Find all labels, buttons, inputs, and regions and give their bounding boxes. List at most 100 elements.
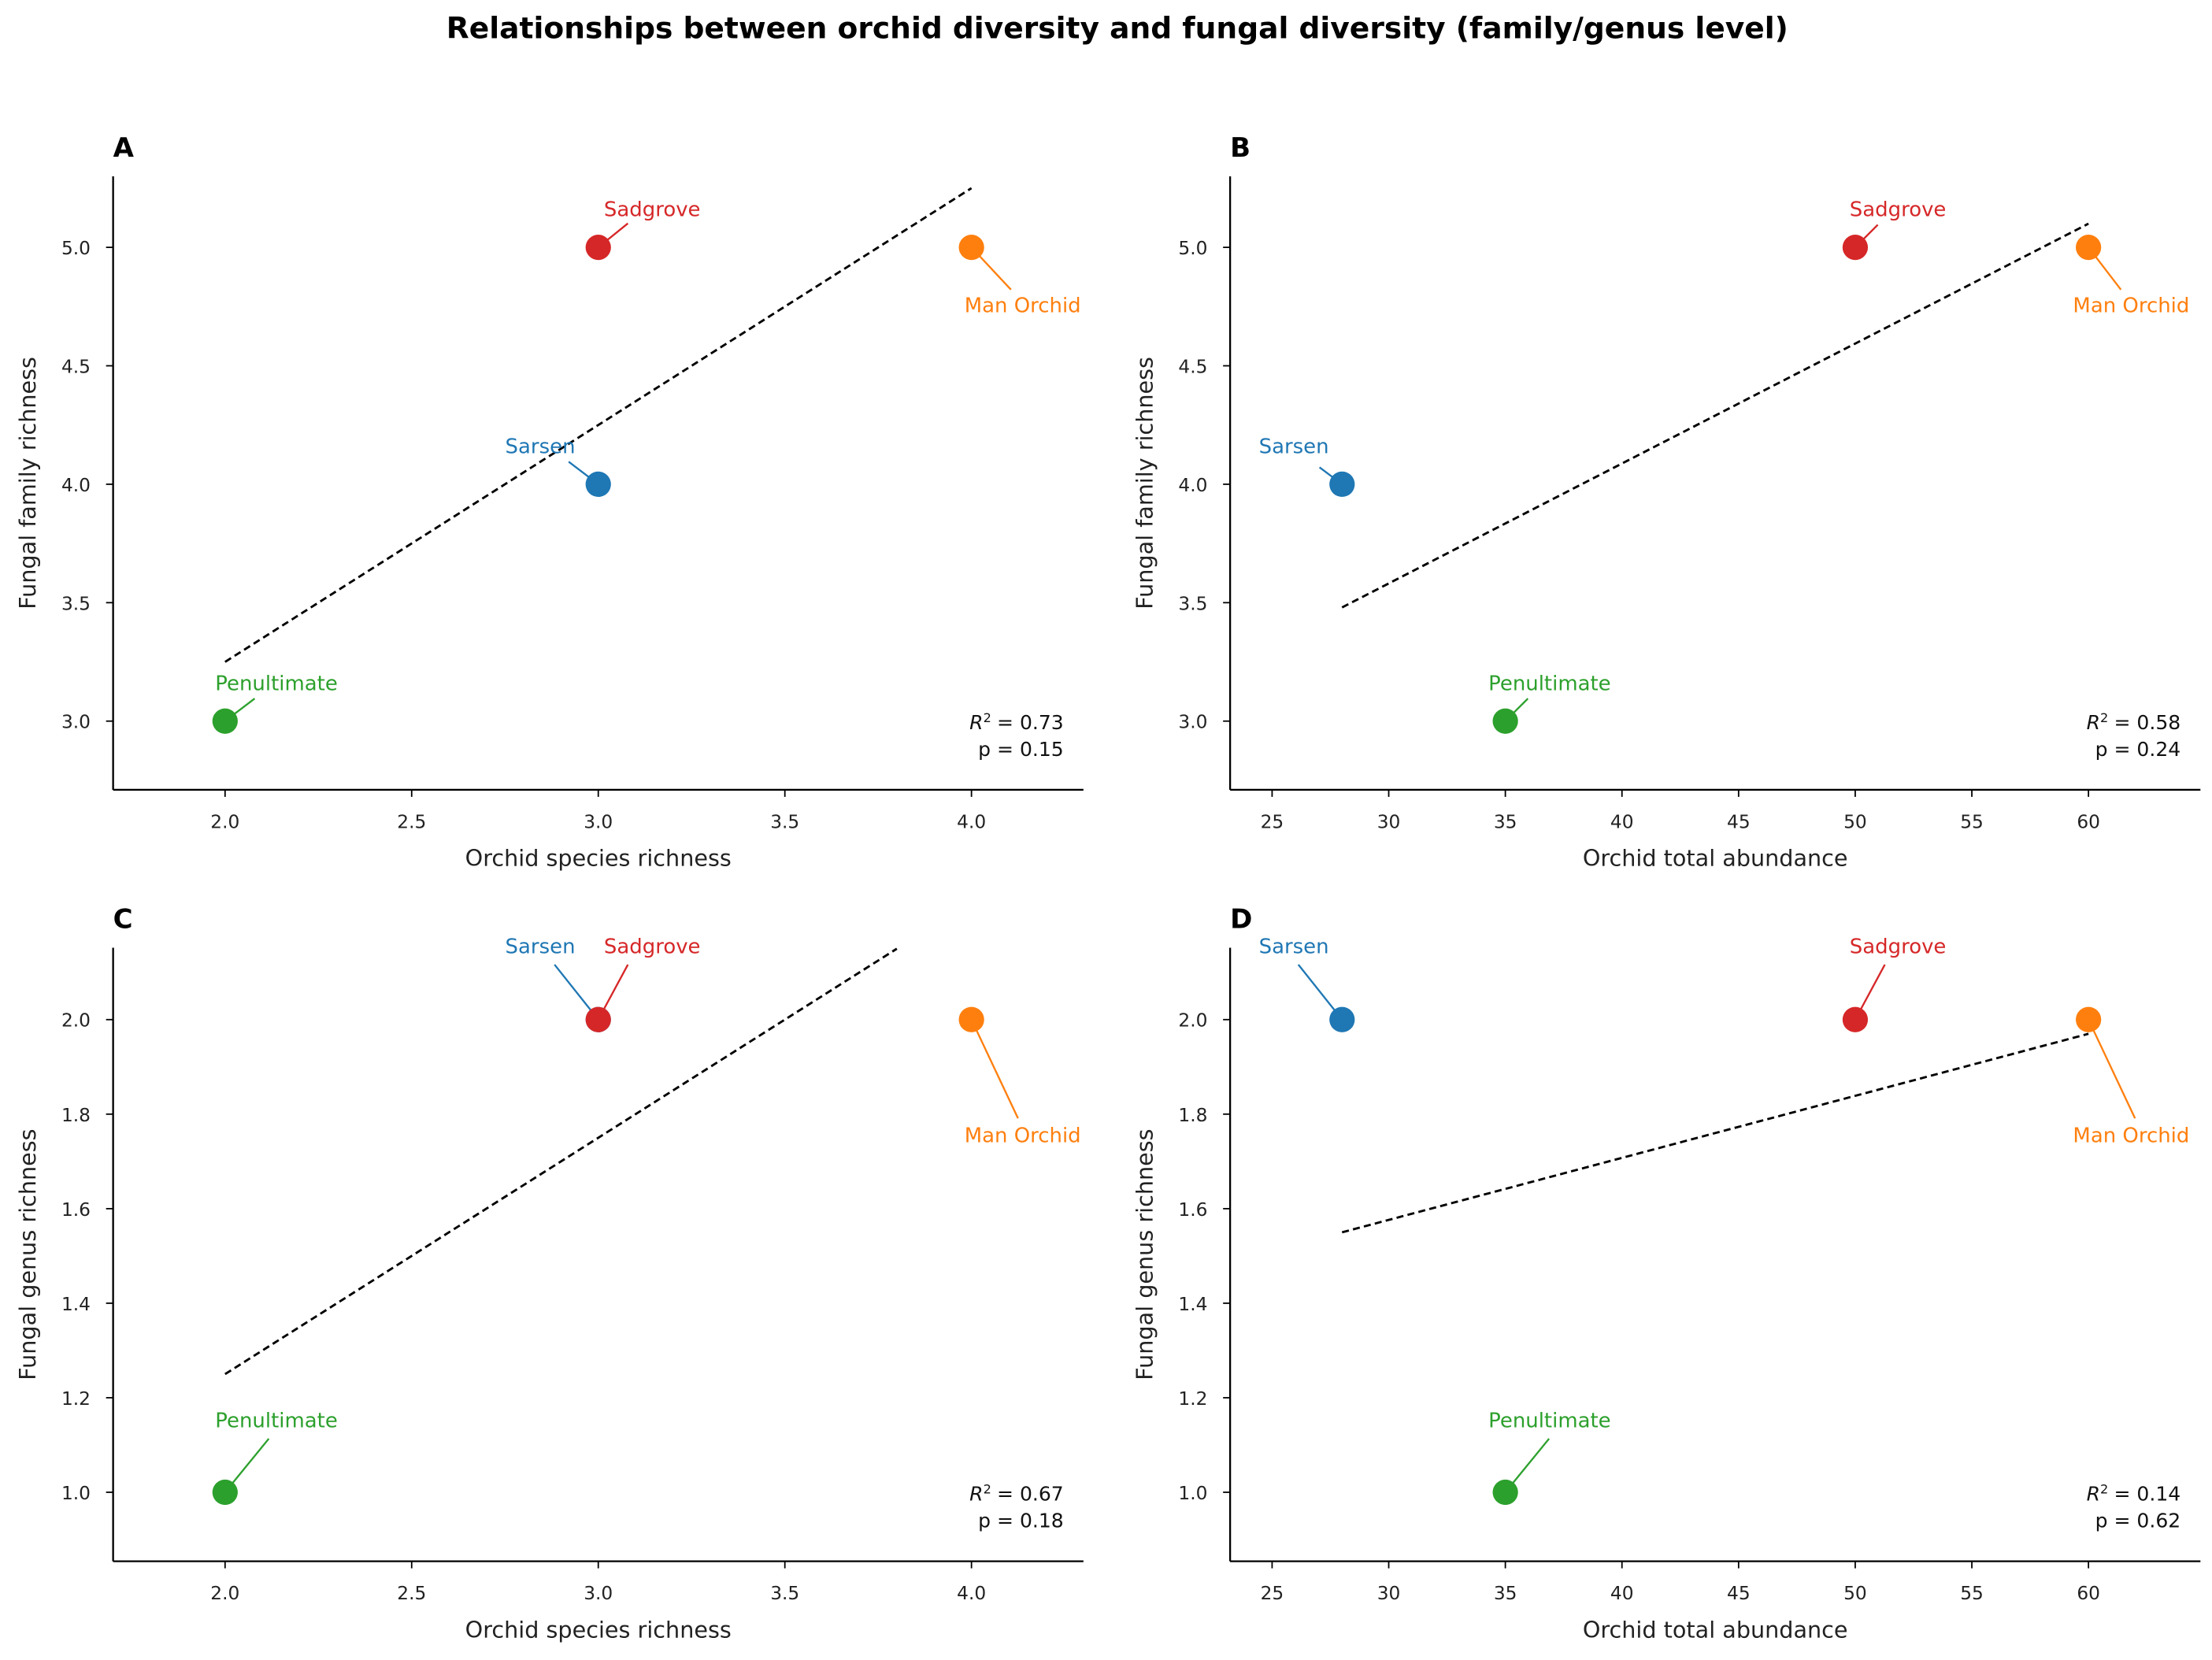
x-tick-label: 4.0 bbox=[957, 1583, 986, 1604]
r-squared-value: = 0.73 bbox=[997, 711, 1064, 734]
y-tick-label: 4.5 bbox=[61, 356, 91, 377]
y-tick-label: 3.5 bbox=[1178, 593, 1207, 614]
point-label: Sadgrove bbox=[1850, 198, 1947, 222]
panel-letter: A bbox=[113, 132, 135, 164]
y-tick-label: 5.0 bbox=[61, 238, 91, 259]
y-tick-label: 1.4 bbox=[1178, 1294, 1207, 1315]
point-label: Sarsen bbox=[1259, 936, 1329, 959]
r-squared-annotation: R2 = 0.58 bbox=[2087, 710, 2181, 734]
data-point bbox=[1492, 1479, 1518, 1506]
r-squared-annotation: R2 = 0.14 bbox=[2087, 1481, 2181, 1506]
point-label: Sarsen bbox=[506, 435, 576, 459]
panel-C: C 2.0 2.5 3.0 3.5 4.0 1.0 1.2 1.4 1.6 1.8 2.0 Orchid… bbox=[14, 903, 1084, 1643]
data-point bbox=[2076, 234, 2102, 261]
point-label: Sadgrove bbox=[604, 936, 701, 959]
y-tick-label: 2.0 bbox=[1178, 1010, 1207, 1032]
y-tick-label: 1.2 bbox=[1178, 1388, 1207, 1410]
label-leader-line bbox=[970, 1019, 1019, 1119]
y-axis-label: Fungal genus richness bbox=[14, 1128, 41, 1380]
x-tick-label: 3.5 bbox=[770, 811, 799, 832]
regression-line bbox=[1341, 222, 2089, 609]
p-value-annotation: p = 0.15 bbox=[978, 738, 1064, 761]
p-value-annotation: p = 0.62 bbox=[2095, 1510, 2181, 1532]
r-symbol: R bbox=[969, 711, 983, 734]
x-axis-label: Orchid total abundance bbox=[1583, 845, 1848, 872]
x-tick-label: 3.5 bbox=[770, 1583, 799, 1604]
point-label: Penultimate bbox=[215, 672, 338, 695]
x-tick-label: 35 bbox=[1494, 1583, 1517, 1604]
y-tick-label: 3.0 bbox=[1178, 712, 1207, 733]
r-squared-value: = 0.14 bbox=[2114, 1483, 2181, 1506]
data-point bbox=[585, 471, 611, 498]
x-tick-label: 4.0 bbox=[957, 811, 986, 832]
y-tick-label: 2.0 bbox=[61, 1010, 91, 1032]
x-tick-label: 50 bbox=[1843, 811, 1867, 832]
y-tick-label: 5.0 bbox=[1178, 238, 1207, 259]
point-label: Sarsen bbox=[506, 936, 576, 959]
p-value-annotation: p = 0.24 bbox=[2095, 738, 2181, 761]
x-tick-label: 30 bbox=[1377, 1583, 1401, 1604]
point-label: Sadgrove bbox=[1850, 936, 1947, 959]
x-tick-label: 25 bbox=[1261, 811, 1284, 832]
x-tick-label: 2.0 bbox=[210, 811, 239, 832]
r-squared-value: = 0.67 bbox=[997, 1483, 1064, 1506]
r-superscript: 2 bbox=[984, 1481, 991, 1496]
y-tick-label: 1.0 bbox=[1178, 1483, 1207, 1504]
x-axis-label: Orchid species richness bbox=[465, 1616, 732, 1643]
y-tick-label: 3.5 bbox=[61, 593, 91, 614]
point-label: Man Orchid bbox=[2073, 1125, 2189, 1148]
point-label: Man Orchid bbox=[965, 1125, 1081, 1148]
point-label: Man Orchid bbox=[965, 295, 1081, 318]
x-tick-label: 55 bbox=[1960, 1583, 1984, 1604]
r-symbol: R bbox=[2087, 1483, 2100, 1506]
data-point bbox=[958, 234, 984, 261]
x-axis-label: Orchid total abundance bbox=[1583, 1616, 1848, 1643]
r-symbol: R bbox=[2087, 711, 2100, 734]
y-tick-label: 1.4 bbox=[61, 1294, 91, 1315]
point-label: Sarsen bbox=[1259, 435, 1329, 459]
data-point bbox=[585, 234, 611, 261]
data-point bbox=[958, 1006, 984, 1032]
data-point bbox=[1842, 1006, 1869, 1032]
data-point bbox=[1329, 1006, 1355, 1032]
y-tick-label: 3.0 bbox=[61, 712, 91, 733]
figure-title: Relationships between orchid diversity a… bbox=[446, 10, 1788, 45]
x-tick-label: 3.0 bbox=[584, 1583, 613, 1604]
r-squared-annotation: R2 = 0.73 bbox=[969, 710, 1064, 734]
r-superscript: 2 bbox=[984, 710, 991, 724]
data-point bbox=[212, 708, 238, 734]
p-value-annotation: p = 0.18 bbox=[978, 1510, 1064, 1532]
x-tick-label: 60 bbox=[2077, 811, 2100, 832]
y-tick-label: 1.6 bbox=[1178, 1199, 1207, 1221]
r-symbol: R bbox=[969, 1483, 983, 1506]
x-tick-label: 35 bbox=[1494, 811, 1517, 832]
y-tick-label: 1.8 bbox=[1178, 1105, 1207, 1126]
x-tick-label: 45 bbox=[1727, 1583, 1751, 1604]
x-tick-label: 3.0 bbox=[584, 811, 613, 832]
r-superscript: 2 bbox=[2100, 710, 2108, 724]
y-axis-label: Fungal family richness bbox=[1132, 357, 1158, 610]
point-label: Penultimate bbox=[1488, 672, 1611, 695]
x-tick-label: 40 bbox=[1610, 1583, 1634, 1604]
y-tick-label: 1.8 bbox=[61, 1105, 91, 1126]
regression-line bbox=[1341, 1032, 2089, 1234]
x-tick-label: 50 bbox=[1843, 1583, 1867, 1604]
data-point bbox=[2076, 1006, 2102, 1032]
x-tick-label: 25 bbox=[1261, 1583, 1284, 1604]
r-squared-annotation: R2 = 0.67 bbox=[969, 1481, 1064, 1506]
y-tick-label: 1.0 bbox=[61, 1483, 91, 1504]
x-tick-label: 60 bbox=[2077, 1583, 2100, 1604]
y-tick-label: 1.6 bbox=[61, 1199, 91, 1221]
y-axis-label: Fungal genus richness bbox=[1132, 1128, 1158, 1380]
y-axis-label: Fungal family richness bbox=[14, 357, 41, 610]
data-point bbox=[1492, 708, 1518, 734]
x-tick-label: 2.0 bbox=[210, 1583, 239, 1604]
y-tick-label: 4.0 bbox=[1178, 475, 1207, 496]
panel-letter: D bbox=[1230, 903, 1252, 935]
y-tick-label: 1.2 bbox=[61, 1388, 91, 1410]
point-label: Man Orchid bbox=[2073, 295, 2189, 318]
x-tick-label: 55 bbox=[1960, 811, 1984, 832]
panel-D: D 25 30 35 40 45 50 55 60 1.0 1.2 1.4 1.6 1.8 2.0 Orchi… bbox=[1132, 903, 2201, 1643]
panel-A: A 2.0 2.5 3.0 3.5 4.0 3.0 3.5 4.0 4.5 5.0 Orchid sp… bbox=[14, 132, 1084, 872]
